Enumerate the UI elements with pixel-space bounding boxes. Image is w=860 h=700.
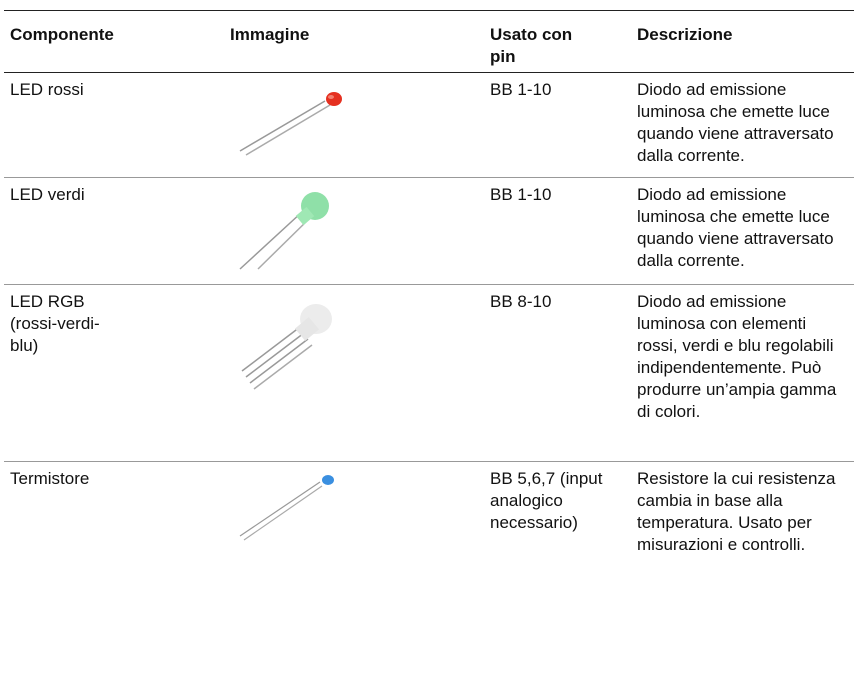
header-cell: Usato con pin bbox=[484, 10, 631, 73]
component-table: Componente Immagine Usato con pin Descri… bbox=[4, 10, 854, 562]
pin-cell: BB 8-10 bbox=[484, 284, 631, 462]
green-led-image bbox=[239, 192, 329, 270]
description-cell: Diodo ad emissione luminosa che emette l… bbox=[631, 177, 854, 285]
component-cell: Termistore bbox=[10, 469, 90, 488]
description-cell: Diodo ad emissione luminosa che emette l… bbox=[631, 72, 854, 178]
table-header: Componente Immagine Usato con pin Descri… bbox=[4, 10, 854, 73]
header-cell: Componente bbox=[4, 10, 224, 73]
thermistor-image bbox=[239, 475, 334, 541]
description-cell: Diodo ad emissione luminosa con elementi… bbox=[631, 284, 854, 462]
image-cell bbox=[224, 72, 484, 178]
pin-cell: BB 1-10 bbox=[484, 72, 631, 178]
header-row: Componente Immagine Usato con pin Descri… bbox=[4, 10, 854, 73]
component-cell: LED verdi bbox=[4, 177, 224, 285]
pin-cell: BB 1-10 bbox=[484, 177, 631, 285]
image-cell bbox=[224, 177, 484, 285]
table-row: LED RGB (rossi-verdi-blu) BB 8-10 Diodo … bbox=[4, 284, 854, 462]
header-cell: Immagine bbox=[224, 10, 484, 73]
table-row: LED verdi BB 1-10 Diodo ad emissione lum… bbox=[4, 177, 854, 285]
header-cell: Descrizione bbox=[631, 10, 854, 73]
table-row: LED rossi BB 1-10 Diodo ad emissione lum… bbox=[4, 72, 854, 178]
component-cell: LED rossi bbox=[4, 72, 224, 178]
description-cell: Resistore la cui resistenza cambia in ba… bbox=[637, 469, 836, 554]
image-cell bbox=[224, 284, 484, 462]
component-cell: LED RGB (rossi-verdi-blu) bbox=[4, 284, 224, 462]
red-led-image bbox=[239, 92, 342, 156]
pin-cell: BB 5,6,7 (input analogico necessario) bbox=[490, 469, 603, 532]
table-row: Termistore BB 5,6,7 (input analogico nec… bbox=[4, 462, 854, 563]
image-cell bbox=[224, 462, 484, 563]
rgb-led-image bbox=[241, 304, 332, 390]
